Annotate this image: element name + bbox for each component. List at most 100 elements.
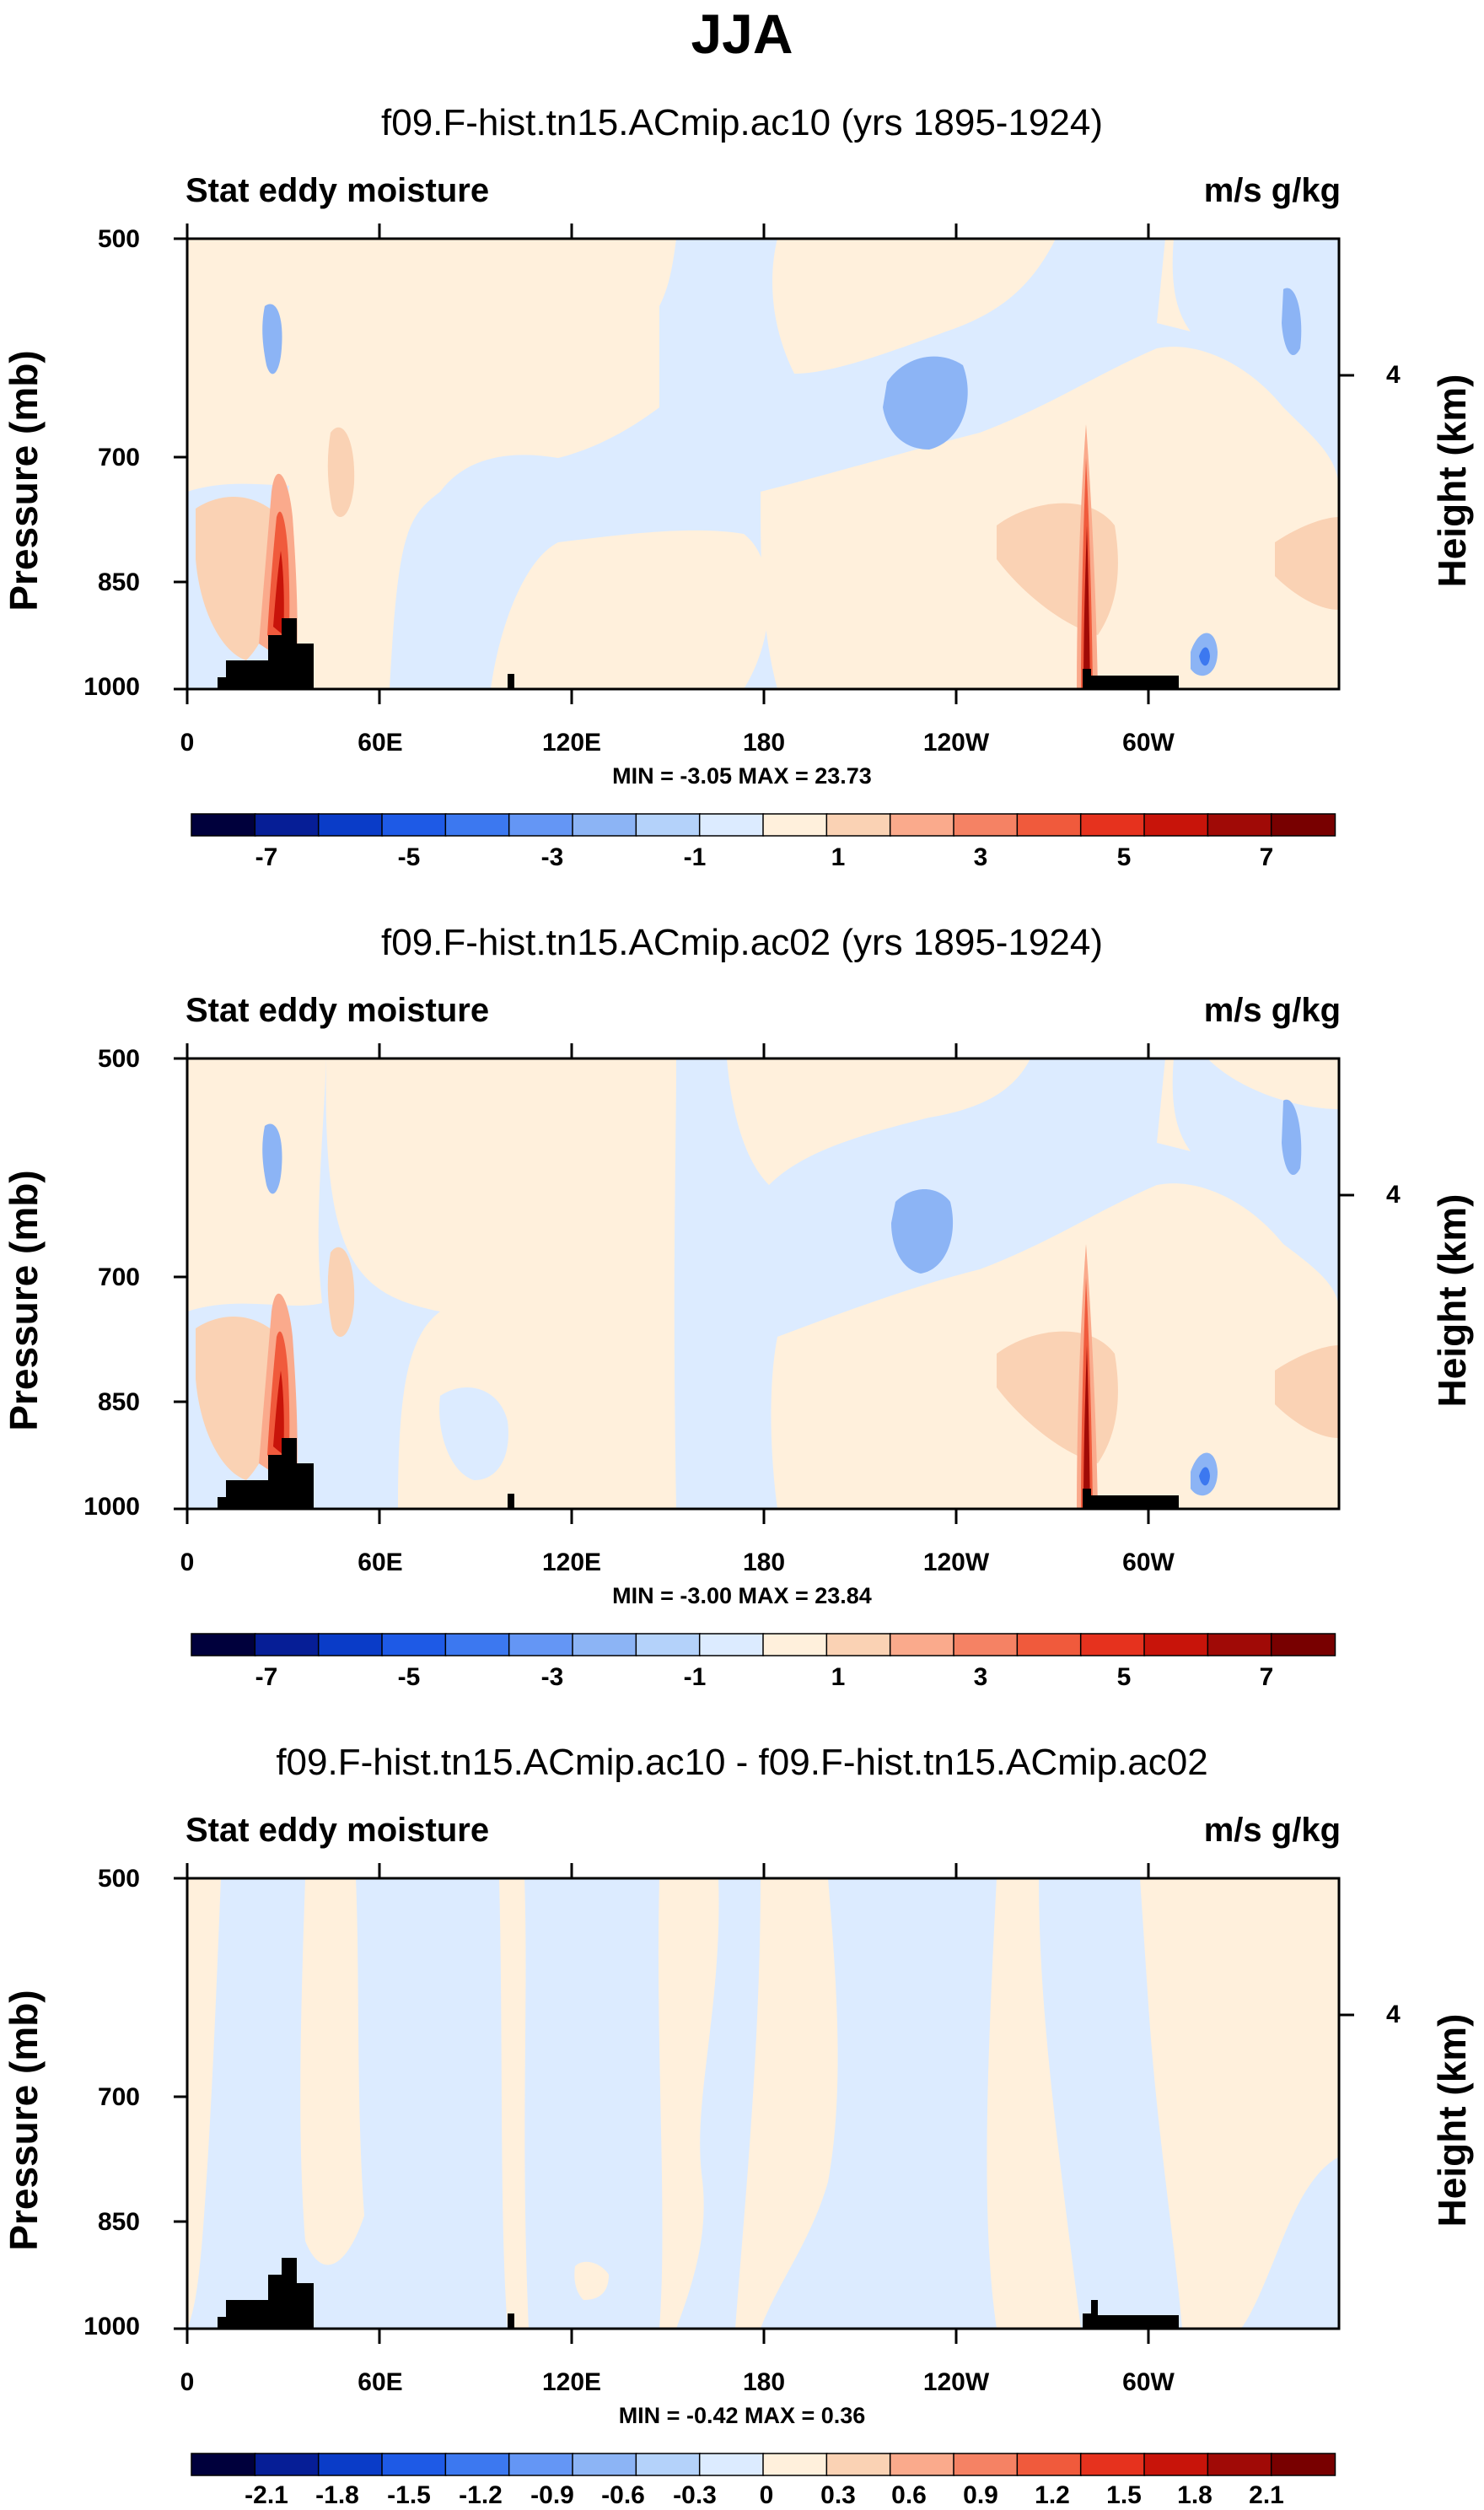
colorbar-swatch (317, 813, 384, 837)
panel-2-ytick: 500 (97, 1045, 140, 1073)
colorbar-swatch (953, 2453, 1019, 2476)
colorbar-swatch (1016, 813, 1082, 837)
panel-3-xtick: 60W (1122, 2368, 1175, 2396)
panel-2-title: f09.F-hist.tn15.ACmip.ac02 (yrs 1895-192… (381, 922, 1103, 963)
panel-2-warm-blob (196, 1317, 282, 1480)
panel-1-xtick: 60E (358, 729, 403, 757)
panel-3-xtick: 0 (180, 2368, 195, 2396)
panel-2-xtick: 60E (358, 1549, 403, 1576)
colorbar-swatch (1270, 1633, 1336, 1656)
colorbar-swatch (1143, 2453, 1209, 2476)
panel-3-warm-band (187, 1878, 221, 2329)
colorbar-swatch (825, 2453, 891, 2476)
panel-2-xtick: 60W (1122, 1549, 1175, 1576)
panel-3-colorbar-label: 1.5 (1106, 2481, 1142, 2509)
panel-3-warm-band (1140, 1878, 1339, 2329)
panel-3-colorbar-label: 1.8 (1177, 2481, 1212, 2509)
colorbar-swatch (572, 1633, 637, 1656)
colorbar-swatch (889, 813, 955, 837)
panel-3-colorbar-label: -0.9 (530, 2481, 574, 2509)
panel-2-land-mask (508, 1494, 514, 1509)
panel-1-colorbar-label: -5 (397, 843, 421, 871)
panel-3-warm-band (658, 1878, 719, 2329)
colorbar-swatch (444, 2453, 510, 2476)
panel-3-colorbar-label: 1.2 (1035, 2481, 1070, 2509)
colorbar-swatch (508, 813, 574, 837)
panel-2-plume-core (273, 1371, 284, 1455)
panel-1-land-mask (508, 674, 514, 689)
panel-3-colorbar-label: 0.9 (963, 2481, 998, 2509)
panel-2-ytick: 850 (97, 1388, 140, 1416)
panel-1-ytick: 700 (97, 444, 140, 471)
colorbar-swatch (698, 1633, 765, 1656)
panel-2-xtick: 120W (922, 1549, 990, 1576)
panel-3-warm-spot (574, 2261, 609, 2300)
colorbar-swatch (1079, 1633, 1146, 1656)
panel-1-xtick: 120E (541, 729, 602, 757)
colorbar-swatch (635, 813, 701, 837)
panel-2-warm-region (1207, 1058, 1339, 1109)
panel-2-colorbar (191, 1633, 1336, 1656)
panel-3-ytick: 1000 (83, 2313, 140, 2340)
panel-2-colorbar-label: -7 (255, 1663, 278, 1691)
colorbar-swatch (254, 2453, 320, 2476)
panel-2-xtick: 180 (742, 1549, 786, 1576)
colorbar-swatch (698, 2453, 765, 2476)
panel-1-cool-blob (1199, 647, 1210, 666)
panel-1-colorbar-label: -7 (255, 843, 278, 871)
panel-3-warm-band (300, 1878, 364, 2265)
panel-3-ytick: 850 (97, 2208, 140, 2236)
colorbar-swatch (1143, 1633, 1209, 1656)
panel-1-plume-core (1083, 525, 1090, 689)
panel-1-warm-region (772, 239, 1056, 374)
colorbar-swatch (698, 813, 765, 837)
colorbar-swatch (1207, 2453, 1272, 2476)
colorbar-swatch (508, 2453, 574, 2476)
panel-1-colorbar-label: 7 (1259, 843, 1274, 871)
panel-1-xtick: 180 (742, 729, 786, 757)
panel-3-xtick: 180 (742, 2368, 786, 2396)
colorbar-swatch (825, 1633, 891, 1656)
panel-3-minmax: MIN = -0.42 MAX = 0.36 (618, 2403, 866, 2428)
panel-1-land-mask (1083, 669, 1179, 689)
panel-3-warm-band (987, 1878, 1081, 2329)
panel-2-warm-region (1157, 1058, 1191, 1151)
colorbar-swatch (317, 1633, 384, 1656)
panel-2-tickmarks (174, 1043, 1354, 1524)
panel-2-warm-region (325, 1058, 676, 1509)
colorbar-swatch (1079, 813, 1146, 837)
panel-1-warm-blob (1275, 517, 1339, 610)
panel-2-warm-blob (327, 1247, 355, 1337)
panel-1-units: m/s g/kg (1203, 172, 1341, 209)
panel-1-xtick: 0 (180, 729, 195, 757)
panel-3-title: f09.F-hist.tn15.ACmip.ac10 - f09.F-hist.… (276, 1742, 1208, 1783)
colorbar-swatch (1143, 813, 1209, 837)
panel-1-ytick: 850 (97, 568, 140, 596)
panel-2-colorbar-label: 7 (1259, 1663, 1274, 1691)
colorbar-swatch (635, 1633, 701, 1656)
panel-1-land-mask (218, 618, 314, 689)
colorbar-swatch (1079, 2453, 1146, 2476)
panel-3-left-string: Stat eddy moisture (186, 1812, 490, 1849)
panel-3-colorbar-label: -0.6 (601, 2481, 645, 2509)
colorbar-swatch (1207, 813, 1272, 837)
panel-2-warm-region (187, 1058, 326, 1312)
colorbar-swatch (762, 813, 828, 837)
panel-2-colorbar-label: -1 (683, 1663, 707, 1691)
colorbar-swatch (953, 1633, 1019, 1656)
panel-3-ylabel-right: Height (km) (1430, 2013, 1474, 2227)
panel-1-colorbar (191, 813, 1336, 837)
colorbar-swatch (572, 2453, 637, 2476)
panel-3-tickmarks (174, 1863, 1354, 2344)
colorbar-swatch (1270, 2453, 1336, 2476)
panel-1-ylabel: Pressure (mb) (2, 350, 46, 611)
colorbar-swatch (191, 813, 256, 837)
panel-1-minmax: MIN = -3.05 MAX = 23.73 (612, 763, 872, 789)
panel-2-warm-region (727, 1058, 1030, 1185)
panel-1-contour-plot (174, 224, 1354, 704)
panel-3-ytick: 500 (97, 1865, 140, 1893)
panel-1-ylabel-right: Height (km) (1430, 374, 1474, 588)
panel-3-ytick: 700 (97, 2083, 140, 2111)
panel-3-xtick: 120E (541, 2368, 602, 2396)
panel-3-land-mask (1083, 2300, 1179, 2329)
